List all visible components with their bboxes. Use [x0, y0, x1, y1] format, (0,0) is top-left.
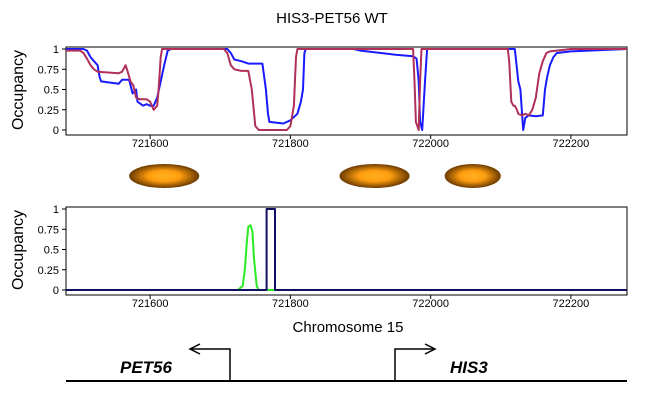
- top-occupancy-panel: Occupancy 721600 721800 722000 722200 0 0.25 0…: [10, 44, 628, 150]
- nucleosome-ellipse: [444, 164, 501, 188]
- y-tick-label: 0: [53, 285, 59, 297]
- y-tick-label: 0: [53, 125, 59, 137]
- figure-title: HIS3-PET56 WT: [276, 10, 388, 27]
- x-tick-label: 721800: [272, 138, 309, 150]
- series-line-red: [66, 48, 627, 131]
- series-line-navy: [66, 208, 627, 291]
- y-tick-label: 0.25: [38, 265, 59, 277]
- x-tick-label: 722200: [553, 138, 590, 150]
- x-tick-label: 721600: [132, 138, 169, 150]
- top-plot-frame: [65, 46, 628, 136]
- x-tick-label: 721800: [272, 298, 309, 310]
- top-axis-ticks: 721600 721800 722000 722200 0 0.25 0.5 0.75 1: [38, 44, 590, 150]
- x-tick-label: 722000: [412, 138, 449, 150]
- pet56-tss-arrow: [192, 348, 231, 381]
- bottom-series: [66, 208, 627, 291]
- y-tick-label: 0.5: [44, 85, 59, 97]
- bottom-axis-ticks: 721600 721800 722000 722200 0 0.25 0.5 0.75 1: [38, 204, 590, 310]
- top-y-axis-label: Occupancy: [10, 50, 27, 130]
- series-line-blue: [66, 48, 628, 131]
- gene-label-pet56: PET56: [120, 358, 173, 377]
- x-tick-label: 722000: [412, 298, 449, 310]
- x-tick-label: 721600: [132, 298, 169, 310]
- nucleosome-ellipse: [339, 164, 410, 188]
- his3-arrow-head-icon: [424, 343, 437, 355]
- his3-tss-arrow: [394, 348, 433, 381]
- bottom-occupancy-panel: Occupancy 721600 721800 722000 722200 0 0.25 0…: [10, 204, 628, 336]
- y-tick-label: 0.5: [44, 245, 59, 257]
- y-tick-label: 0.75: [38, 64, 59, 76]
- nucleosome-track: [129, 164, 501, 188]
- y-tick-label: 0.25: [38, 105, 59, 117]
- y-tick-label: 1: [53, 44, 59, 56]
- bottom-y-axis-label: Occupancy: [10, 210, 27, 290]
- top-series: [66, 48, 628, 131]
- series-line-green: [66, 224, 627, 291]
- gene-annotation-track: PET56 HIS3: [66, 343, 627, 382]
- x-tick-label: 722200: [553, 298, 590, 310]
- y-tick-label: 1: [53, 204, 59, 216]
- y-tick-label: 0.75: [38, 224, 59, 236]
- nucleosome-ellipse: [129, 164, 200, 188]
- x-axis-label: Chromosome 15: [293, 319, 404, 336]
- pet56-arrow-head-icon: [188, 343, 201, 355]
- gene-label-his3: HIS3: [450, 358, 488, 377]
- bottom-plot-frame: [65, 206, 628, 296]
